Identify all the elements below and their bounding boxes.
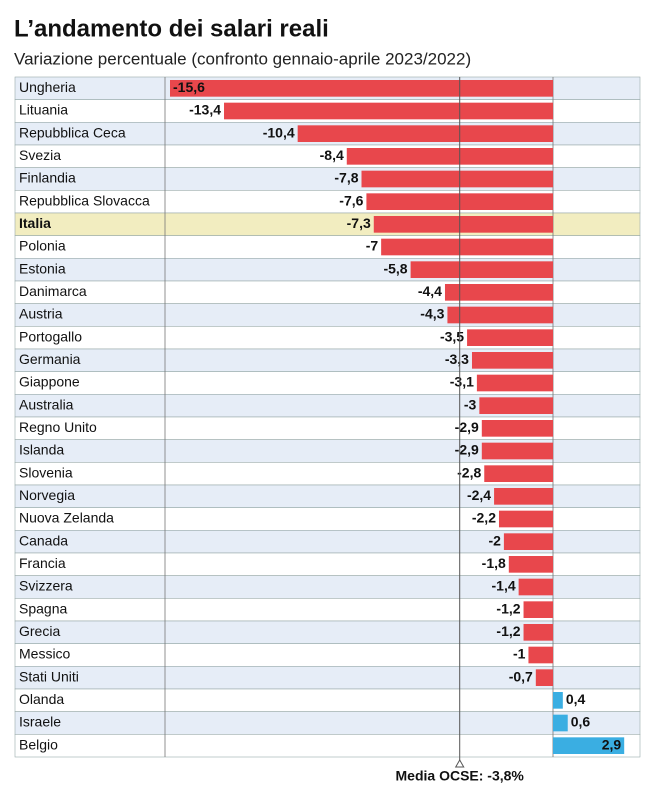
bar: [481, 442, 553, 460]
value-label: -3,1: [450, 374, 474, 390]
bar: [494, 488, 553, 505]
value-label: -2,8: [457, 464, 481, 480]
bar: [361, 170, 553, 188]
category-label: Repubblica Ceca: [19, 124, 126, 140]
bar: [523, 624, 553, 641]
bar: [481, 420, 553, 437]
category-label: Messico: [19, 646, 71, 662]
value-label: -2,4: [467, 487, 491, 503]
value-label: -7: [366, 238, 379, 254]
category-label: Repubblica Slovacca: [19, 192, 150, 208]
category-label: Grecia: [19, 623, 60, 639]
value-label: -7,6: [339, 192, 363, 208]
bar: [170, 80, 553, 97]
value-label: -1,4: [492, 578, 516, 594]
bar: [553, 714, 568, 732]
value-label: 2,9: [602, 736, 622, 752]
category-label: Svezia: [19, 147, 61, 163]
category-label: Polonia: [19, 238, 66, 254]
category-label: Finlandia: [19, 170, 76, 186]
category-label: Slovenia: [19, 464, 73, 480]
value-label: -5,8: [383, 260, 407, 276]
value-label: -13,4: [189, 102, 221, 118]
category-label: Australia: [19, 396, 74, 412]
category-label: Austria: [19, 306, 63, 322]
value-label: -3,3: [445, 351, 469, 367]
category-label: Canada: [19, 532, 68, 548]
bar: [528, 646, 553, 664]
category-label: Portogallo: [19, 328, 82, 344]
mean-marker: [454, 758, 465, 768]
category-label: Ungheria: [19, 79, 76, 95]
bar: [444, 284, 553, 301]
category-label: Francia: [19, 555, 66, 571]
value-label: -2,9: [455, 419, 479, 435]
category-label: Israele: [19, 714, 61, 730]
value-label: -10,4: [263, 124, 295, 140]
bar: [479, 397, 553, 414]
bar: [553, 692, 563, 709]
bar: [518, 578, 553, 596]
value-label: -1,2: [496, 623, 520, 639]
bar: [508, 556, 553, 573]
category-label: Estonia: [19, 260, 66, 276]
value-label: -1,8: [482, 555, 506, 571]
value-label: -7,8: [334, 170, 358, 186]
value-label: -1: [513, 646, 526, 662]
value-label: -15,6: [173, 79, 205, 95]
value-label: -8,4: [320, 147, 344, 163]
value-label: -2,9: [455, 442, 479, 458]
category-label: Olanda: [19, 691, 64, 707]
bar: [447, 306, 553, 324]
category-label: Giappone: [19, 374, 80, 390]
category-label: Germania: [19, 351, 81, 367]
value-label: -2: [488, 532, 501, 548]
bar: [297, 125, 553, 142]
bar: [476, 374, 553, 392]
value-label: -4,3: [420, 306, 444, 322]
value-label: -7,3: [347, 215, 371, 231]
chart-subtitle: Variazione percentuale (confronto gennai…: [14, 49, 471, 68]
bar: [553, 737, 625, 754]
category-label: Svizzera: [19, 578, 73, 594]
category-label: Islanda: [19, 442, 64, 458]
bar: [410, 261, 553, 278]
category-label: Danimarca: [19, 283, 87, 299]
category-label: Italia: [19, 215, 51, 231]
value-label: -3,5: [440, 328, 464, 344]
category-label: Belgio: [19, 736, 58, 752]
bar: [224, 102, 553, 120]
value-label: 0,4: [566, 691, 586, 707]
value-label: -1,2: [496, 600, 520, 616]
mean-label: Media OCSE: -3,8%: [396, 768, 525, 784]
value-label: -0,7: [509, 668, 533, 684]
value-label: 0,6: [571, 714, 591, 730]
bar: [535, 669, 553, 686]
bar: [373, 216, 553, 233]
value-label: -2,2: [472, 510, 496, 526]
row-background: [14, 711, 641, 735]
chart-title: L’andamento dei salari reali: [14, 15, 329, 42]
category-label: Stati Uniti: [19, 668, 79, 684]
category-label: Spagna: [19, 600, 67, 616]
category-label: Norvegia: [19, 487, 75, 503]
bar: [381, 238, 553, 256]
category-label: Lituania: [19, 102, 68, 118]
row-background: [14, 688, 641, 712]
bar: [503, 533, 553, 550]
row-background: [14, 734, 641, 758]
bar: [346, 148, 553, 165]
bar: [471, 352, 553, 369]
bar: [484, 465, 553, 482]
value-label: -3: [464, 396, 477, 412]
value-label: -4,4: [418, 283, 442, 299]
bar: [498, 510, 553, 528]
category-label: Nuova Zelanda: [19, 510, 114, 526]
category-label: Regno Unito: [19, 419, 97, 435]
bar: [523, 601, 553, 618]
bar: [467, 329, 553, 346]
